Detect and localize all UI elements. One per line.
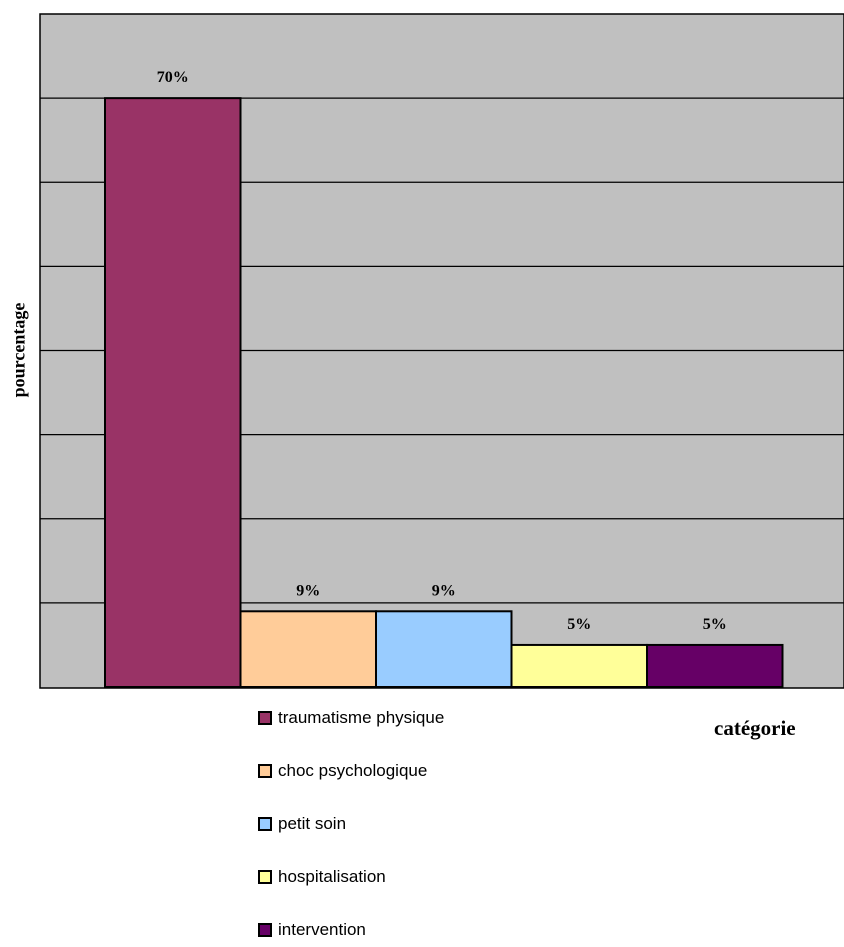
value-label-2: 9% xyxy=(296,582,320,599)
y-axis-label: pourcentage xyxy=(4,260,34,440)
bar-3 xyxy=(375,610,513,688)
value-label-4: 5% xyxy=(567,616,591,633)
legend-label: choc psychologique xyxy=(278,761,428,780)
value-label-3: 9% xyxy=(432,582,456,599)
legend-item: petit soin xyxy=(258,812,346,836)
x-axis-label: catégorie xyxy=(714,716,796,740)
bar-5 xyxy=(646,643,784,688)
legend-swatch xyxy=(258,923,272,937)
value-label-1: 70% xyxy=(157,69,189,86)
legend-item: hospitalisation xyxy=(258,865,386,889)
bar-chart: 70% 9% 9% 5% 5% xyxy=(39,13,844,689)
legend-label: hospitalisation xyxy=(278,867,386,886)
legend-swatch xyxy=(258,711,272,725)
legend-item: traumatisme physique xyxy=(258,706,444,730)
legend-item: choc psychologique xyxy=(258,759,427,783)
legend-label: petit soin xyxy=(278,814,347,833)
legend-swatch xyxy=(258,817,272,831)
y-axis-label-text: pourcentage xyxy=(8,302,29,398)
legend-label: traumatisme physique xyxy=(278,708,445,727)
legend-swatch xyxy=(258,870,272,884)
legend-item: intervention xyxy=(258,918,366,942)
legend-swatch xyxy=(258,764,272,778)
legend-label: intervention xyxy=(278,920,366,939)
bar-1 xyxy=(104,97,242,688)
bar-2 xyxy=(239,610,377,688)
value-labels: 70% 9% 9% 5% 5% xyxy=(157,69,727,633)
bar-4 xyxy=(510,643,648,688)
value-label-5: 5% xyxy=(703,616,727,633)
bars xyxy=(104,97,784,688)
